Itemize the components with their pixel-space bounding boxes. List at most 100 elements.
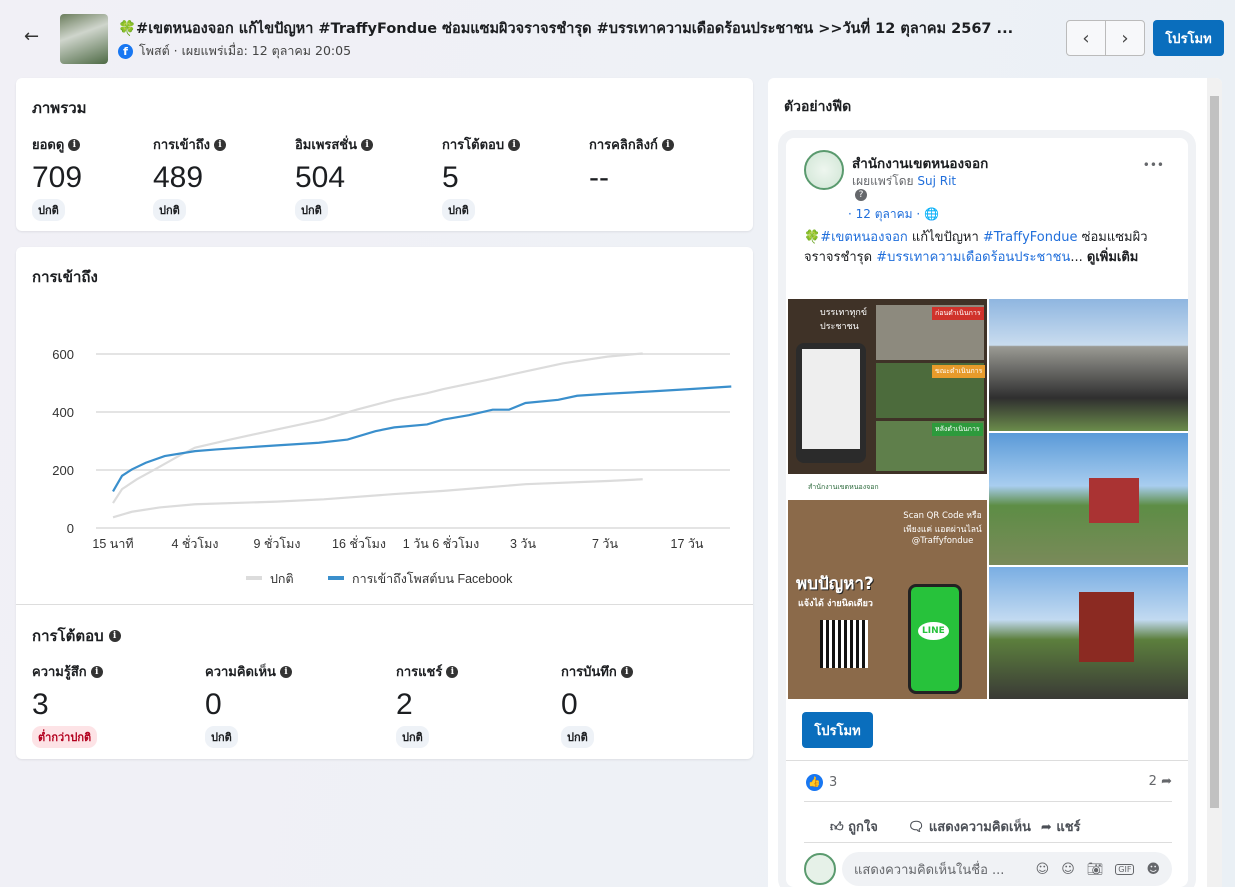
previous-button[interactable]: ‹ (1082, 27, 1090, 49)
share-icon: ➦ (1040, 820, 1052, 835)
x-tick-label: 3 วัน (510, 537, 536, 551)
series-line (112, 352, 643, 504)
metric-value: 0 (561, 688, 578, 721)
status-badge: ปกติ (442, 199, 475, 221)
share-count[interactable]: 2 (1148, 774, 1157, 789)
post-image-1[interactable]: บรรเทาทุกข์ ประชาชน ก่อนดำเนินการ ขณะดำเ… (788, 299, 987, 497)
image-text: พบปัญหา? (796, 574, 874, 594)
x-tick-label: 7 วัน (592, 537, 618, 551)
post-thumbnail (60, 14, 108, 64)
info-icon[interactable]: i (620, 665, 633, 678)
series-line (112, 385, 732, 493)
status-badge: ต่ำกว่าปกติ (32, 726, 98, 748)
feed-title: ตัวอย่างฟีด (784, 99, 852, 115)
header: ← 🍀#เขตหนองจอก แก้ไขปัญหา #TraffyFondue … (0, 0, 1235, 76)
like-button[interactable]: 👍︎ ถูกใจ (830, 820, 878, 835)
metric-label: อิมเพรสชั่น i (295, 134, 374, 155)
y-tick-label: 200 (52, 463, 74, 478)
metric-value: 709 (32, 161, 83, 194)
metric: อิมเพรสชั่น i 504 ปกติ (295, 134, 374, 221)
publish-info: โพสต์ · เผยแพร่เมื่อ: 12 ตุลาคม 20:05 (139, 43, 352, 58)
status-badge: ปกติ (561, 726, 594, 748)
metric-label: ความคิดเห็น i (205, 661, 292, 682)
metric: ยอดดู i 709 ปกติ (32, 134, 82, 221)
more-options-icon[interactable]: ••• (1142, 158, 1164, 172)
avatar-sticker-icon: ☻ (1146, 861, 1160, 877)
see-more-link[interactable]: ดูเพิ่มเติม (1086, 250, 1139, 265)
post-promote-button[interactable]: โปรโมท (802, 712, 873, 748)
sticker-icon: ☺ (1035, 861, 1050, 877)
image-text: หลังดำเนินการ (932, 423, 983, 436)
promote-button[interactable]: โปรโมท (1153, 20, 1224, 56)
page-avatar[interactable] (804, 150, 844, 190)
text: แก้ไขปัญหา (907, 230, 983, 245)
share-arrow-icon: ➦ (1161, 774, 1172, 789)
metric-value: 2 (396, 688, 413, 721)
image-text: แจ้งได้ ง่ายนิดเดียว (798, 599, 873, 609)
next-button[interactable]: › (1105, 21, 1144, 55)
author-link[interactable]: Suj Rit (917, 174, 957, 188)
info-icon[interactable]: i (108, 630, 121, 642)
x-tick-label: 15 นาที (92, 537, 133, 551)
post-title: 🍀#เขตหนองจอก แก้ไขปัญหา #TraffyFondue ซ่… (118, 21, 1014, 37)
image-text: ขณะดำเนินการ (932, 365, 986, 378)
engagement-title: การโต้ตอบ (32, 627, 104, 645)
status-badge: ปกติ (205, 726, 238, 748)
x-tick-label: 16 ชั่วโมง (332, 535, 386, 551)
post-subtitle: f โพสต์ · เผยแพร่เมื่อ: 12 ตุลาคม 20:05 (118, 41, 351, 61)
post-image-4[interactable]: Scan QR Code หรือเพียงแค่ แอดผ่านไลน์ @T… (788, 500, 987, 699)
post-text: 🍀#เขตหนองจอก แก้ไขปัญหา #TraffyFondue ซ่… (804, 228, 1174, 268)
metric-value: 489 (153, 161, 204, 194)
hashtag[interactable]: #TraffyFondue (982, 230, 1078, 245)
metric-value: -- (589, 161, 609, 194)
reaction-count[interactable]: 3 (829, 775, 838, 790)
overview-card: ภาพรวม ยอดดู i 709 ปกติ การเข้าถึง i 489 ปกติ… (16, 78, 753, 231)
legend-label: ปกติ (270, 572, 294, 586)
text: ซ่อมแซมผิวจราจรชำรุด (804, 230, 1148, 265)
metric: การคลิกลิงก์ i -- (589, 134, 674, 195)
info-icon[interactable]: i (446, 665, 459, 678)
post-image-2[interactable] (989, 299, 1188, 431)
info-icon[interactable]: i (661, 138, 674, 151)
back-arrow-icon[interactable]: ← (24, 26, 40, 47)
comment-input[interactable]: แสดงความคิดเห็นในชื่อ ... ☺ ☺ 📷︎ GIF ☻ (842, 852, 1172, 886)
page-name[interactable]: สำนักงานเขตหนองจอก (852, 156, 989, 172)
clover-emoji: 🍀 (804, 230, 821, 245)
hashtag[interactable]: #เขตหนองจอก (820, 230, 908, 245)
x-tick-label: 1 วัน 6 ชั่วโมง (403, 535, 479, 551)
info-icon[interactable]: i (508, 138, 521, 151)
scrollbar[interactable] (1207, 78, 1222, 887)
metric: การเข้าถึง i 489 ปกติ (153, 134, 227, 221)
image-text: ก่อนดำเนินการ (932, 307, 984, 320)
info-icon[interactable]: i (90, 665, 103, 678)
y-tick-label: 400 (52, 405, 74, 420)
metric: ความรู้สึก i 3 ต่ำกว่าปกติ (32, 661, 103, 748)
post-date[interactable]: · 12 ตุลาคม · (848, 207, 921, 221)
info-icon[interactable]: i (68, 138, 81, 151)
metric: การแชร์ i 2 ปกติ (396, 661, 459, 748)
comment-button[interactable]: 🗨 แสดงความคิดเห็น (907, 820, 1031, 835)
share-button[interactable]: ➦ แชร์ (1040, 820, 1081, 835)
post-image-5[interactable] (989, 567, 1188, 699)
y-tick-label: 600 (52, 347, 74, 362)
info-icon[interactable]: i (279, 665, 292, 678)
info-icon[interactable]: i (214, 138, 227, 151)
status-badge: ปกติ (32, 199, 65, 221)
engagement-heading: การโต้ตอบ i (32, 624, 121, 648)
image-text: Scan QR Code หรือเพียงแค่ แอดผ่านไลน์ @T… (903, 511, 982, 546)
metric-label: การแชร์ i (396, 661, 459, 682)
status-badge: ปกติ (295, 199, 328, 221)
post-image-3[interactable] (989, 433, 1188, 565)
line-logo: LINE (918, 622, 949, 640)
metric: การโต้ตอบ i 5 ปกติ (442, 134, 521, 221)
hashtag[interactable]: #บรรเทาความเดือดร้อนประชาชน (876, 250, 1071, 265)
x-tick-label: 17 วัน (671, 537, 704, 551)
metric: การบันทึก i 0 ปกติ (561, 661, 633, 748)
reach-title: การเข้าถึง (32, 268, 98, 286)
info-icon[interactable]: i (361, 138, 374, 151)
commenter-avatar[interactable] (804, 853, 836, 885)
comment-icon: 🗨 (907, 820, 925, 835)
thumbs-up-icon: 👍︎ (830, 820, 844, 835)
feed-post: สำนักงานเขตหนองจอก เผยแพร่โดย Suj Rit ? … (786, 138, 1188, 887)
help-icon[interactable]: ? (855, 189, 867, 201)
